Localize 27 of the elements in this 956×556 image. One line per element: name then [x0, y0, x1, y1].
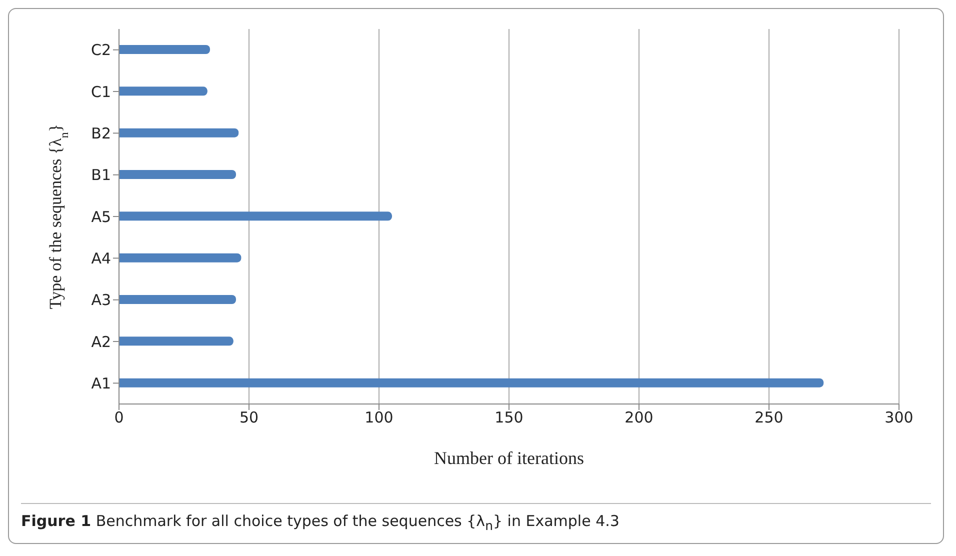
y-tick-label: C2: [90, 41, 111, 60]
bar: [119, 212, 392, 221]
x-tick-label: 300: [884, 408, 914, 427]
bar: [119, 336, 234, 346]
x-tick-label: 150: [494, 408, 524, 427]
x-tick-label: 0: [114, 408, 124, 427]
bar: [119, 170, 236, 179]
x-axis-title: Number of iterations: [434, 448, 584, 468]
x-tick-label: 50: [239, 408, 259, 427]
y-tick-label: B1: [91, 166, 111, 184]
bar: [119, 378, 824, 388]
bar: [119, 45, 210, 54]
y-tick-label: C1: [90, 82, 111, 101]
text: Figure 1 Benchmark for all choice types of the sequences {λ$_{n}$} in Example 4.3: [21, 512, 620, 533]
y-tick-label: A1: [91, 374, 111, 392]
bar: [119, 295, 236, 304]
x-tick-label: 250: [754, 408, 784, 427]
x-tick-label: 100: [364, 408, 394, 427]
y-tick-label: A4: [91, 249, 111, 268]
bar: [119, 128, 239, 138]
y-tick-label: B2: [91, 124, 111, 142]
bar: [119, 86, 208, 96]
y-tick-label: A2: [91, 332, 111, 351]
bar: [119, 253, 242, 262]
x-tick-label: 200: [624, 408, 654, 427]
y-tick-label: A3: [91, 291, 111, 310]
y-tick-label: A5: [91, 208, 111, 226]
